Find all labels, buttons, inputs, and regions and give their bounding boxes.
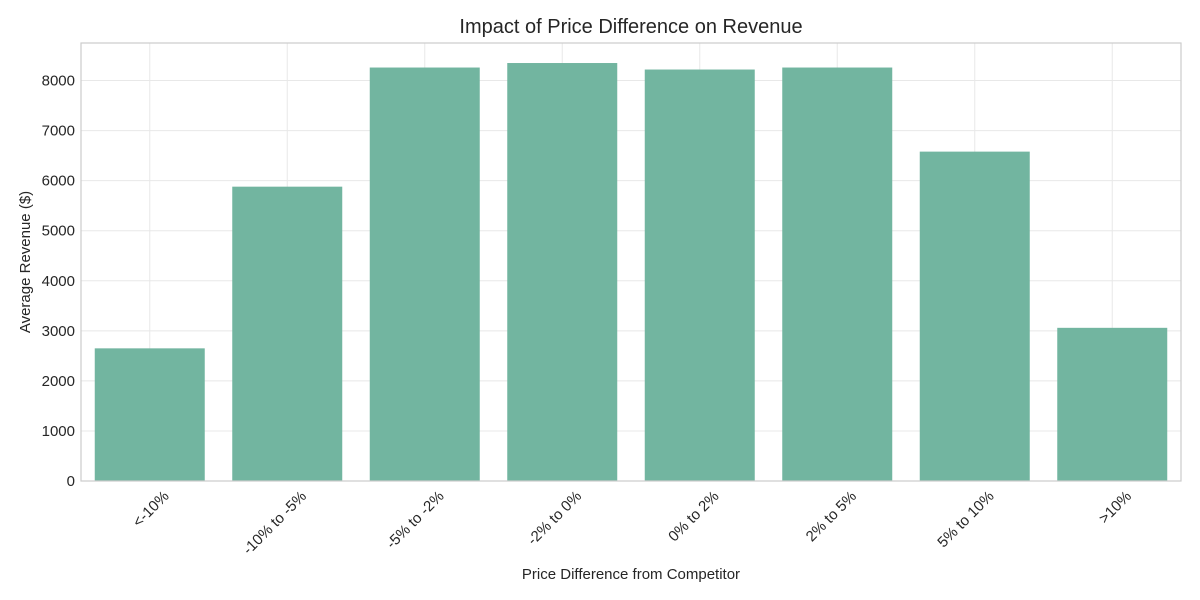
y-tick-label: 6000	[42, 173, 75, 190]
bar	[232, 186, 343, 481]
y-tick-label: 8000	[42, 73, 75, 90]
bar	[507, 63, 618, 481]
chart-title: Impact of Price Difference on Revenue	[459, 16, 802, 38]
bar	[782, 67, 893, 481]
y-tick-label: 1000	[42, 423, 75, 440]
y-axis-ticks: 0 1000 2000 3000 4000 5000 6000 7000 8000	[42, 73, 75, 490]
x-tick-label: >10%	[1096, 488, 1135, 527]
x-tick-label: <-10%	[130, 488, 173, 531]
y-tick-label: 2000	[42, 373, 75, 390]
y-tick-label: 7000	[42, 123, 75, 140]
x-tick-label: 5% to 10%	[934, 488, 997, 551]
x-tick-label: 2% to 5%	[803, 488, 860, 545]
bar	[644, 69, 755, 482]
x-axis-label: Price Difference from Competitor	[522, 566, 740, 583]
bar	[1057, 327, 1168, 481]
y-tick-label: 5000	[42, 223, 75, 240]
bar	[369, 67, 480, 481]
x-tick-label: 0% to 2%	[665, 488, 722, 545]
x-tick-label: -5% to -2%	[383, 488, 447, 552]
x-tick-label: -10% to -5%	[240, 488, 310, 558]
bars	[94, 63, 1168, 482]
y-axis-label: Average Revenue ($)	[17, 191, 34, 333]
y-tick-label: 3000	[42, 323, 75, 340]
bar	[919, 151, 1030, 481]
plot-frame	[80, 42, 1182, 482]
x-tick-label: -2% to 0%	[524, 488, 585, 549]
y-tick-label: 4000	[42, 273, 75, 290]
x-axis-ticks: <-10% -10% to -5% -5% to -2% -2% to 0% 0% to…	[130, 488, 1135, 558]
bar	[94, 348, 205, 481]
y-tick-label: 0	[67, 473, 75, 490]
